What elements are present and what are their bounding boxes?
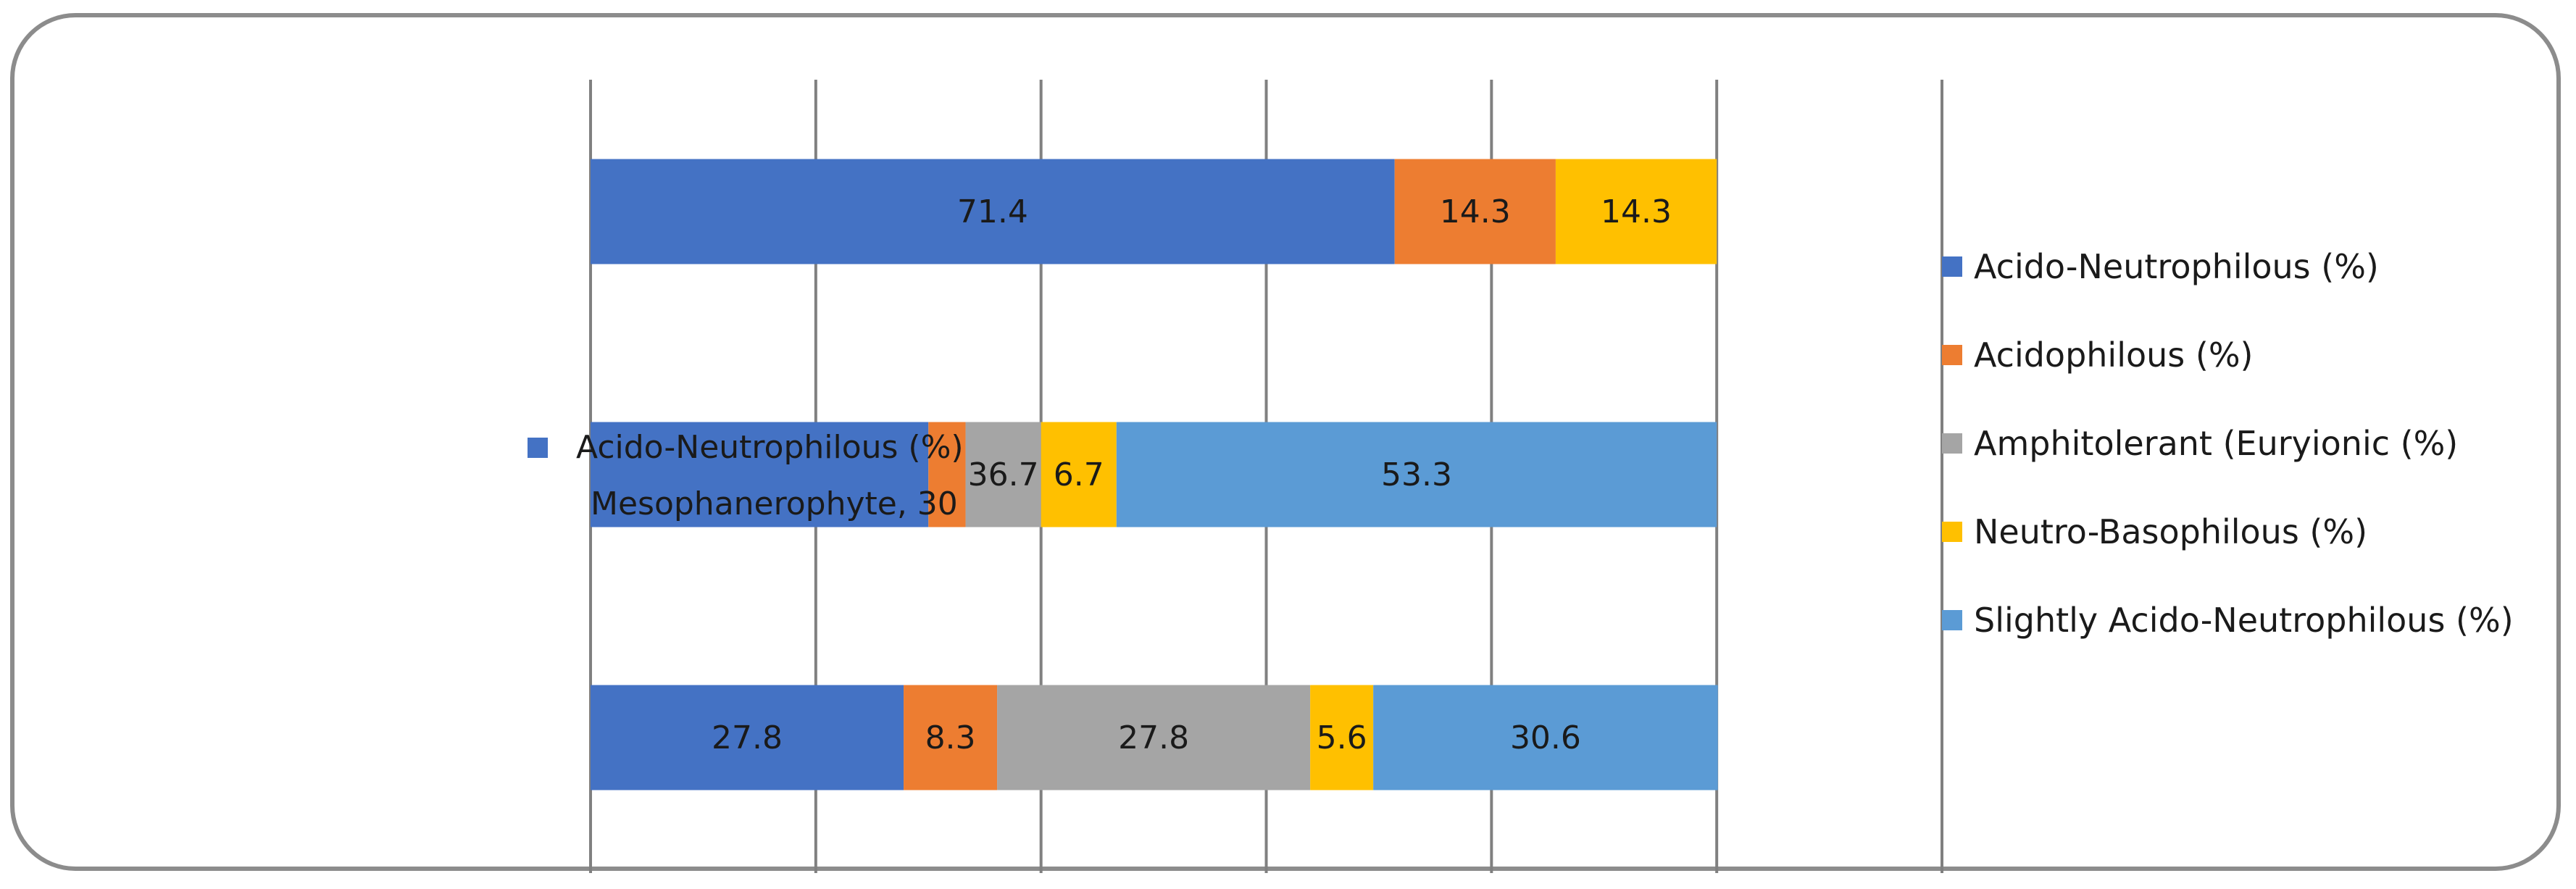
bar-segment-row2-series3 [965, 422, 1041, 527]
bar-segment-row2-series2 [928, 422, 966, 527]
legend-label-4[interactable]: Neutro-Basophilous (%) [1974, 512, 2367, 551]
legend-swatch-2 [1942, 345, 1962, 365]
legend[interactable]: Acido-Neutrophilous (%) Acidophilous (%) A… [1942, 247, 2514, 640]
bar-segment-row3-series3 [997, 685, 1311, 790]
bar-segment-row3-series2 [904, 685, 998, 790]
callout-key-swatch [528, 438, 548, 458]
legend-label-2[interactable]: Acidophilous (%) [1974, 335, 2253, 375]
legend-swatch-5 [1942, 610, 1962, 630]
data-label-row2-series5: 53.3 [1381, 456, 1452, 493]
bar-segment-row3-series1 [591, 685, 904, 790]
bar-segment-row3-series4 [1310, 685, 1374, 790]
bars [591, 159, 1718, 790]
bar-segment-row3-series5 [1373, 685, 1718, 790]
callout: Acido-Neutrophilous (%) Mesophanerophyte,… [528, 429, 964, 522]
bar-segment-row2-series5 [1116, 422, 1717, 527]
bar-segment-row1-series2 [1394, 159, 1556, 264]
bar-segment-row2-series4 [1041, 422, 1117, 527]
bar-segment-row2-series1 [591, 422, 929, 527]
data-label-row3-series5: 30.6 [1510, 719, 1581, 756]
data-label-row2-series4: 6.7 [1054, 456, 1104, 493]
data-label-row2-series3: 36.7 [968, 456, 1039, 493]
data-labels: 71.4 14.3 14.3 36.7 6.7 53.3 27.8 8.3 27.8 5.6 30.… [712, 193, 1672, 756]
legend-label-1[interactable]: Acido-Neutrophilous (%) [1974, 247, 2379, 286]
legend-label-3[interactable]: Amphitolerant (Euryionic (%) [1974, 424, 2458, 463]
data-label-row1-series4: 14.3 [1601, 193, 1672, 230]
data-label-row3-series4: 5.6 [1317, 719, 1367, 756]
legend-swatch-1 [1942, 256, 1962, 277]
bar-segment-row1-series1 [591, 159, 1395, 264]
data-label-row3-series2: 8.3 [925, 719, 976, 756]
legend-swatch-4 [1942, 522, 1962, 542]
callout-line-1: Acido-Neutrophilous (%) [576, 429, 964, 466]
data-label-row1-series2: 14.3 [1440, 193, 1511, 230]
data-label-row1-series1: 71.4 [957, 193, 1028, 230]
data-label-row3-series1: 27.8 [712, 719, 783, 756]
bar-segment-row1-series4 [1555, 159, 1717, 264]
data-label-row3-series3: 27.8 [1118, 719, 1189, 756]
legend-label-5[interactable]: Slightly Acido-Neutrophilous (%) [1974, 601, 2514, 640]
callout-line-2: Mesophanerophyte, 30 [591, 485, 958, 522]
legend-swatch-3 [1942, 433, 1962, 454]
